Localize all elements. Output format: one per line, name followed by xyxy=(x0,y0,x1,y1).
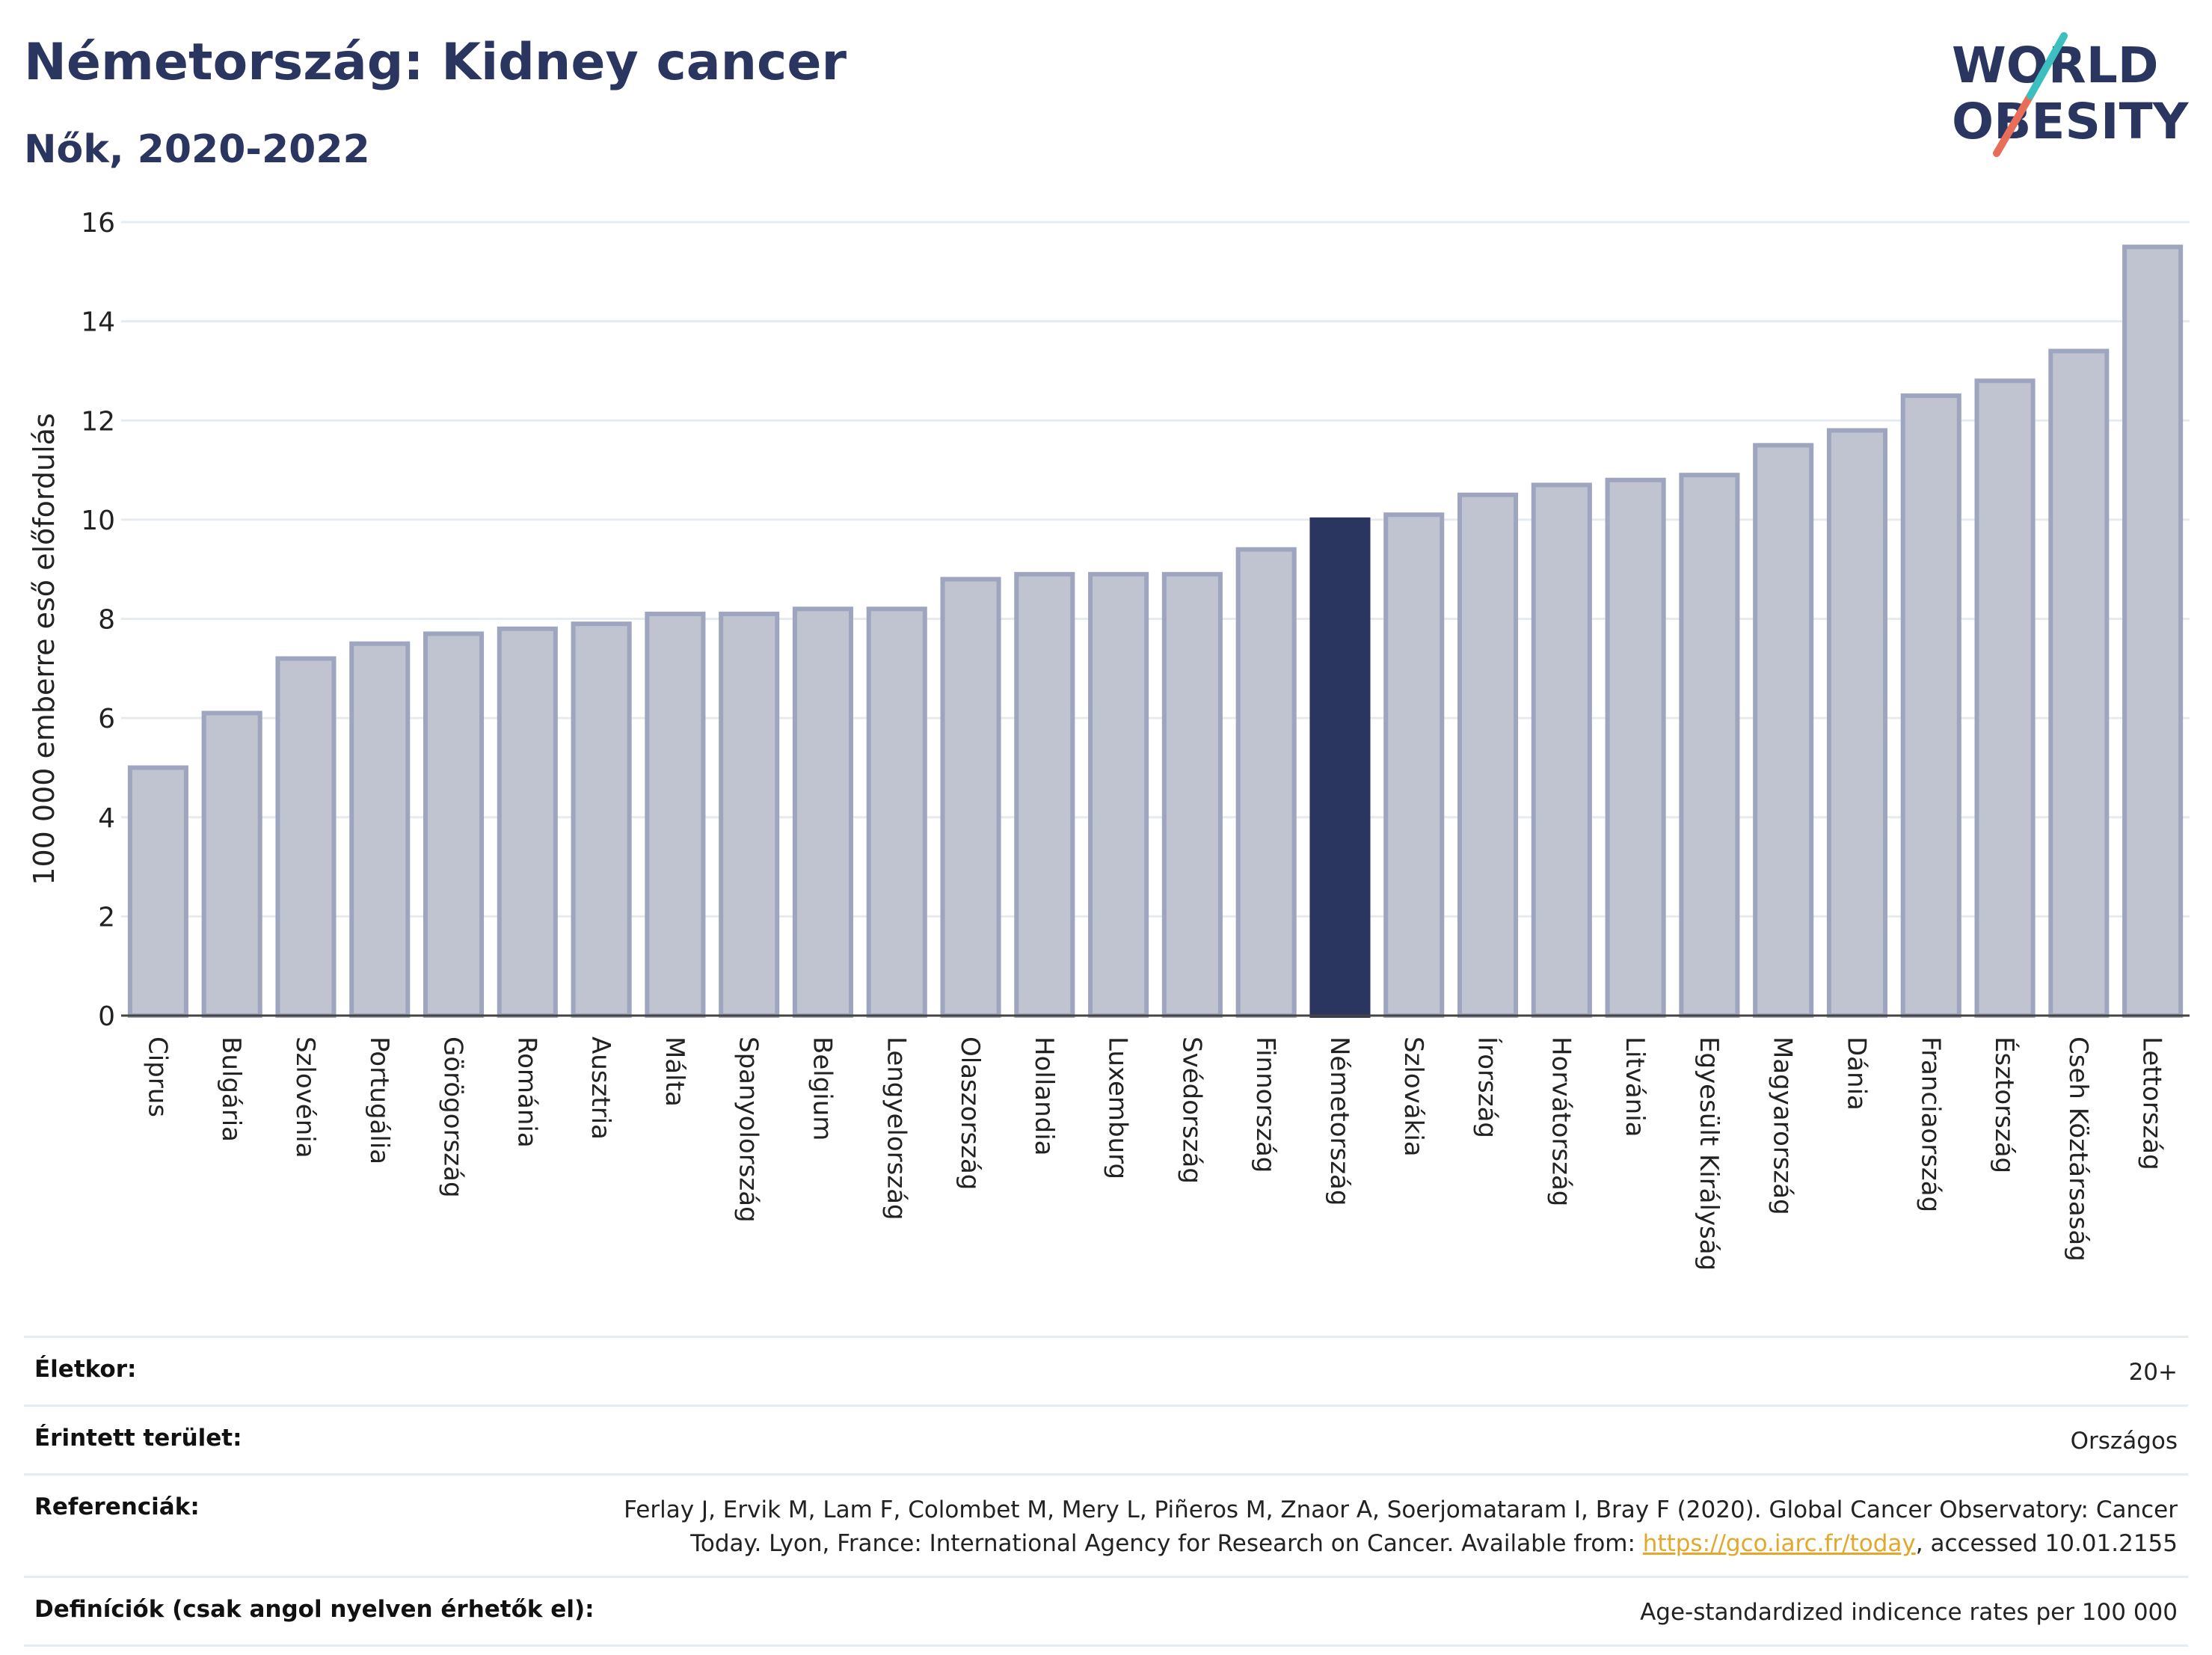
references-label: Referenciák: xyxy=(34,1493,200,1520)
y-tick-label: 0 xyxy=(98,1001,115,1032)
bar xyxy=(2048,348,2110,1019)
y-tick-label: 2 xyxy=(98,902,115,933)
x-tick-label: Szlovákia xyxy=(1398,1037,1428,1157)
bar xyxy=(1900,393,1961,1018)
y-tick-label: 8 xyxy=(98,605,115,636)
y-tick-label: 14 xyxy=(81,307,115,338)
x-tick-label: Olaszország xyxy=(955,1037,985,1190)
bar xyxy=(1605,477,1666,1018)
x-tick-label: Egyesült Királyság xyxy=(1694,1037,1724,1271)
x-tick-label: Magyarország xyxy=(1768,1037,1798,1215)
bar xyxy=(792,607,854,1018)
references-link[interactable]: https://gco.iarc.fr/today xyxy=(1642,1529,1916,1557)
chart-title: Németország: Kidney cancer xyxy=(24,33,847,92)
axes: 0 2 4 6 8 10 12 14 16 Ciprus Bulgária Szlovénia Port… xyxy=(81,208,2190,1271)
x-tick-label: Görögország xyxy=(438,1037,468,1198)
bar xyxy=(1974,378,2036,1018)
area-label: Érintett terület: xyxy=(34,1424,242,1452)
y-tick-label: 4 xyxy=(98,803,115,834)
references-text: Ferlay J, Ervik M, Lam F, Colombet M, Me… xyxy=(624,1496,2178,1557)
bar xyxy=(127,765,188,1018)
x-tick-label: Spanyolország xyxy=(734,1037,764,1223)
age-row: Életkor: 20+ xyxy=(24,1336,2188,1404)
chart-subtitle: Nők, 2020-2022 xyxy=(24,127,370,172)
x-tick-label: Dánia xyxy=(1841,1037,1871,1111)
x-tick-label: Svédország xyxy=(1176,1037,1206,1184)
bar xyxy=(940,577,1001,1018)
x-tick-label: Lengyelország xyxy=(881,1037,911,1220)
logo-line2: OBESITY xyxy=(1952,93,2190,150)
references-accessed: , accessed 10.01.2155 xyxy=(1915,1529,2178,1557)
y-tick-label: 12 xyxy=(81,406,115,437)
x-tick-label: Cseh Köztársaság xyxy=(2063,1037,2093,1262)
age-value: 20+ xyxy=(2128,1359,2178,1386)
bar xyxy=(349,641,411,1018)
x-tick-label: Finnország xyxy=(1250,1037,1280,1173)
age-label: Életkor: xyxy=(34,1356,137,1383)
bar xyxy=(2122,245,2184,1018)
definitions-label: Definíciók (csak angol nyelven érhetők e… xyxy=(34,1595,595,1623)
bar xyxy=(571,621,632,1018)
bar xyxy=(1014,571,1075,1018)
bar xyxy=(1826,428,1888,1018)
x-tick-label: Hollandia xyxy=(1029,1037,1059,1156)
world-obesity-logo: WORLD OBESITY xyxy=(1952,32,2190,157)
x-tick-label: Ausztria xyxy=(586,1037,615,1140)
bar-chart: 0 2 4 6 8 10 12 14 16 Ciprus Bulgária Szlovénia Port… xyxy=(28,208,2190,1271)
x-tick-label: Bulgária xyxy=(216,1037,246,1142)
logo-slash-red xyxy=(1993,92,2034,157)
x-tick-label: Portugália xyxy=(364,1037,394,1164)
x-tick-label: Lettország xyxy=(2137,1037,2167,1170)
references-value: Ferlay J, Ervik M, Lam F, Colombet M, Me… xyxy=(607,1493,2178,1561)
bar xyxy=(1383,512,1445,1018)
x-tick-label: Horvátország xyxy=(1546,1037,1576,1206)
y-tick-label: 10 xyxy=(81,506,115,536)
bar xyxy=(423,631,485,1018)
bar xyxy=(1531,482,1592,1018)
bar-highlighted xyxy=(1309,517,1371,1018)
bar xyxy=(1088,571,1149,1018)
logo-slash-teal xyxy=(2027,32,2068,99)
bar xyxy=(1753,443,1814,1018)
bar xyxy=(645,611,706,1018)
y-tick-label: 16 xyxy=(81,208,115,239)
references-row: Referenciák: Ferlay J, Ervik M, Lam F, C… xyxy=(24,1473,2188,1576)
bar xyxy=(201,710,262,1019)
bar xyxy=(1235,547,1297,1018)
bar xyxy=(1161,571,1223,1018)
x-tick-label: Franciaország xyxy=(1915,1037,1945,1212)
bars xyxy=(127,245,2184,1019)
definitions-row: Definíciók (csak angol nyelven érhetők e… xyxy=(24,1575,2188,1647)
bar xyxy=(497,626,558,1018)
metadata-table: Életkor: 20+ Érintett terület: Országos … xyxy=(24,1336,2188,1647)
area-value: Országos xyxy=(2070,1427,2178,1455)
y-axis-label: 100 000 emberre eső előfordulás xyxy=(28,413,61,885)
x-tick-label: Írország xyxy=(1472,1037,1503,1138)
bar xyxy=(275,656,337,1018)
x-tick-label: Málta xyxy=(660,1037,689,1107)
x-tick-label: Ciprus xyxy=(142,1037,172,1117)
bar xyxy=(1457,492,1519,1018)
bar xyxy=(1679,473,1740,1018)
x-tick-label: Szlovénia xyxy=(290,1037,320,1158)
x-tick-label: Belgium xyxy=(807,1037,837,1140)
x-tick-label: Luxemburg xyxy=(1103,1037,1133,1179)
x-tick-label: Észtország xyxy=(1989,1037,2020,1173)
x-tick-label: Románia xyxy=(511,1037,541,1148)
bar xyxy=(719,611,780,1018)
definitions-value: Age-standardized indicence rates per 100… xyxy=(1640,1598,2178,1626)
area-row: Érintett terület: Országos xyxy=(24,1404,2188,1473)
x-tick-label: Németország xyxy=(1324,1037,1354,1206)
y-tick-label: 6 xyxy=(98,704,115,734)
bar xyxy=(866,607,927,1018)
x-tick-label: Litvánia xyxy=(1620,1037,1650,1137)
